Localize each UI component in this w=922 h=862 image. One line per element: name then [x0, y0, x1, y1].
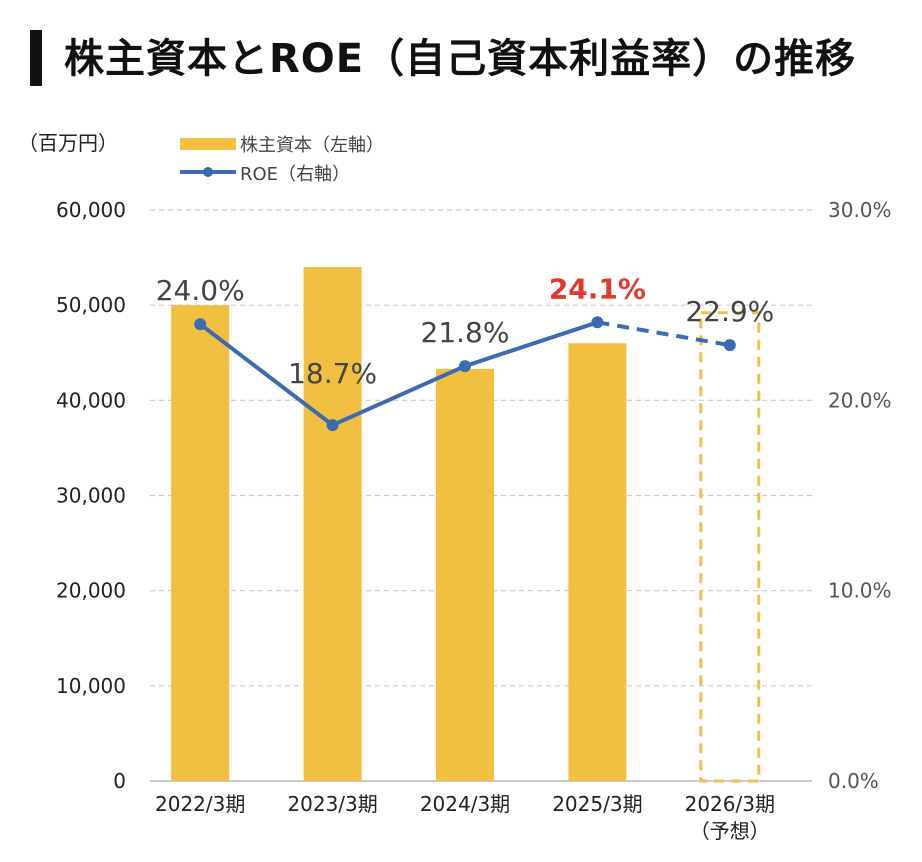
legend-bar-label: 株主資本（左軸）: [240, 135, 384, 156]
roe-point: [194, 318, 207, 331]
legend-bar-swatch: [180, 138, 236, 150]
roe-data-label: 18.7%: [288, 357, 377, 390]
roe-point: [723, 339, 736, 352]
roe-data-label: 21.8%: [421, 316, 510, 349]
roe-line: [198, 320, 599, 428]
left-tick-label: 30,000: [56, 484, 126, 508]
equity-bar: [568, 343, 627, 781]
roe-data-label: 24.1%: [549, 272, 646, 305]
roe-forecast-segment: [597, 320, 731, 348]
page-title: 株主資本とROE（自己資本利益率）の推移: [64, 36, 857, 82]
category-label: 2022/3期: [155, 792, 245, 816]
right-tick-label: 0.0%: [828, 769, 879, 793]
title-accent-bar: [30, 30, 42, 86]
roe-point: [459, 360, 471, 373]
roe-data-label: 22.9%: [685, 295, 774, 328]
left-tick-label: 40,000: [56, 388, 126, 412]
left-tick-label: 0: [113, 769, 126, 793]
category-note: （予想）: [690, 819, 770, 843]
equity-bar: [303, 267, 362, 782]
category-label: 2024/3期: [420, 792, 510, 816]
equity-bar: [436, 368, 494, 781]
roe-data-label: 24.0%: [156, 274, 245, 307]
left-tick-label: 20,000: [56, 579, 126, 603]
right-tick-label: 20.0%: [828, 388, 892, 412]
equity-bar: [171, 305, 230, 781]
right-tick-label: 10.0%: [828, 579, 892, 603]
left-axis-unit: （百万円）: [18, 131, 118, 155]
category-label: 2026/3期: [685, 792, 775, 816]
legend-line-marker: [203, 167, 213, 177]
category-label: 2025/3期: [552, 792, 642, 816]
roe-point: [591, 316, 604, 329]
legend-line-label: ROE（右軸）: [240, 164, 350, 185]
left-tick-label: 60,000: [56, 198, 126, 222]
roe-point: [326, 419, 339, 432]
left-tick-label: 50,000: [56, 293, 126, 317]
legend: 株主資本（左軸） ROE（右軸）: [180, 135, 384, 185]
category-label: 2023/3期: [287, 792, 377, 816]
right-tick-label: 30.0%: [828, 198, 892, 222]
left-tick-label: 10,000: [56, 674, 126, 698]
forecast-bar-outline: [699, 311, 761, 783]
